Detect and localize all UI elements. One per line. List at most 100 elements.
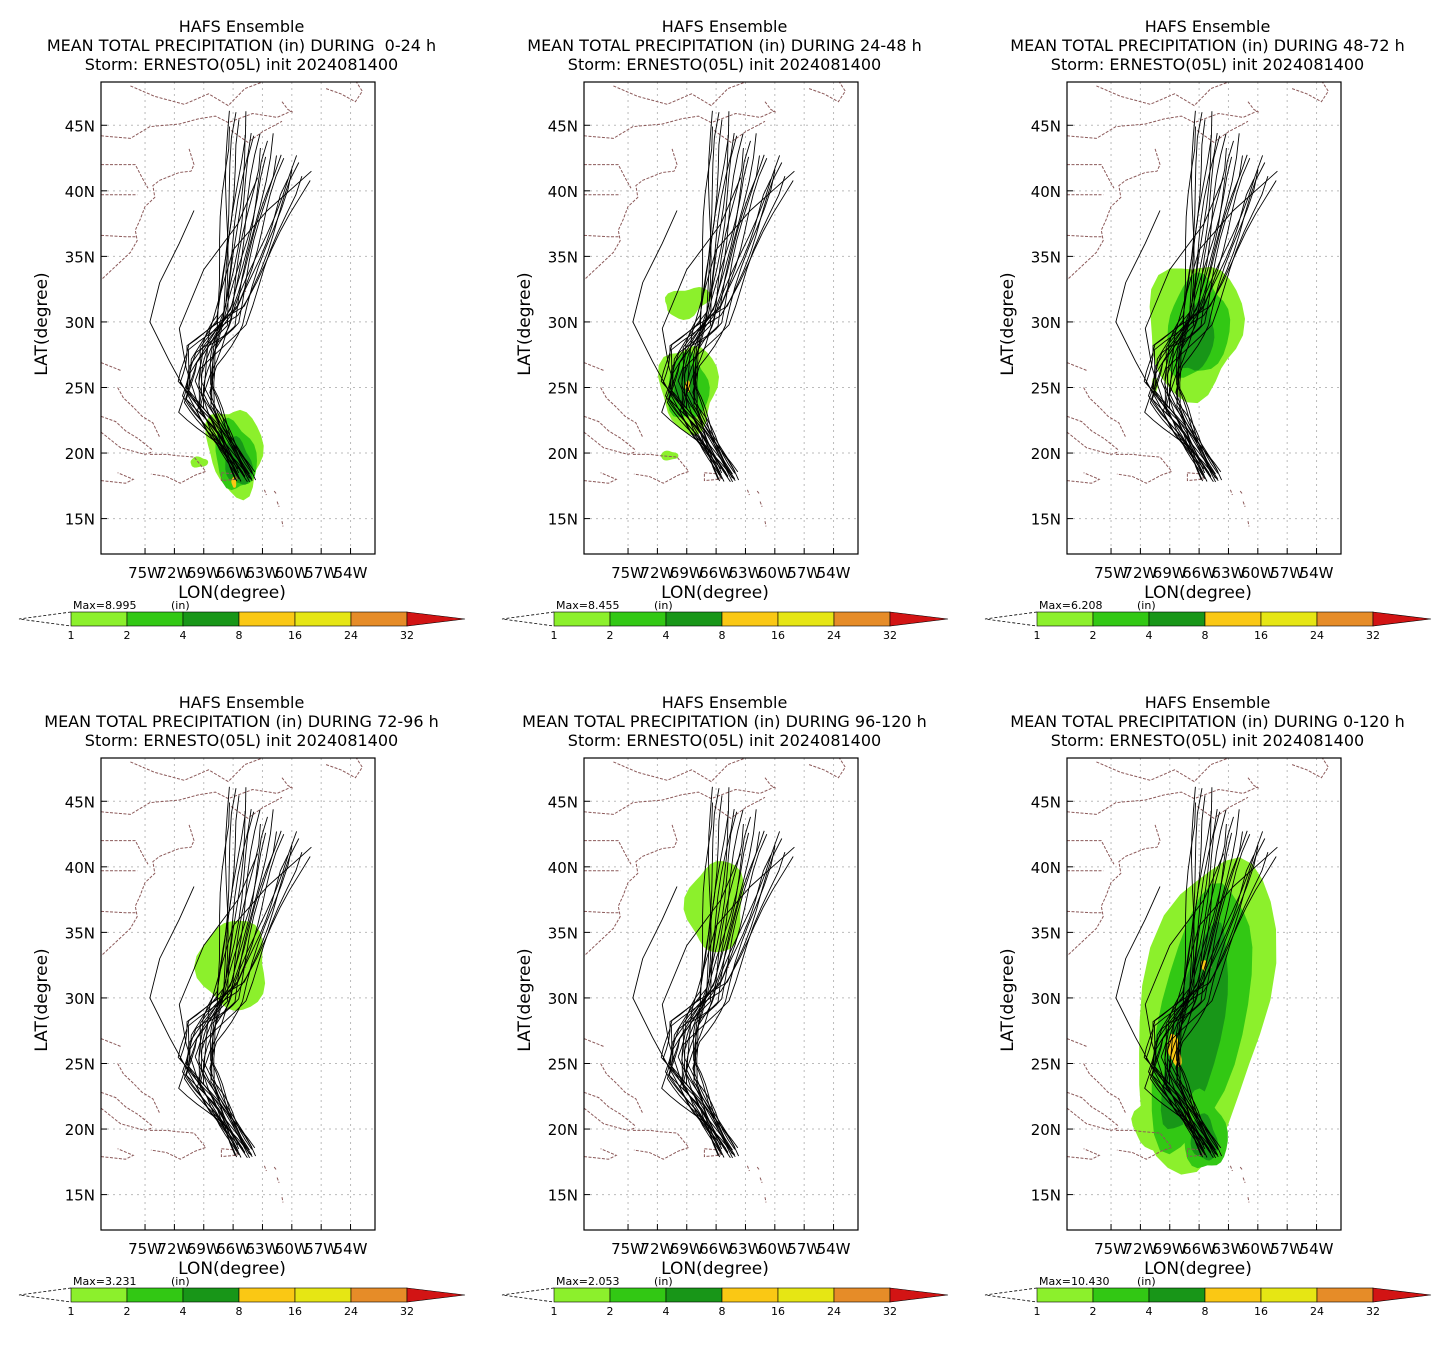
lat-tick-label: 25N: [1031, 1055, 1061, 1073]
x-axis-label: LON(degree): [1144, 1259, 1252, 1279]
ensemble-track: [1177, 823, 1227, 1155]
ensemble-track: [210, 169, 293, 474]
panel-storm-info: Storm: ERNESTO(05L) init 2024081400: [84, 55, 399, 74]
lat-tick-label: 15N: [548, 1187, 578, 1205]
ensemble-track: [1151, 180, 1277, 480]
ensemble-track: [1151, 856, 1277, 1156]
coastline: [1067, 110, 1259, 139]
ensemble-track: [1169, 846, 1278, 1152]
lat-tick-label: 40N: [548, 859, 578, 877]
colorbar-swatch: [1316, 611, 1374, 627]
coastline: [713, 796, 766, 819]
lon-tick-label: 75W: [611, 564, 645, 582]
lon-tick-label: 57W: [787, 564, 821, 582]
colorbar-swatch: [1148, 611, 1206, 627]
lon-tick-label: 72W: [1123, 564, 1157, 582]
coastline: [101, 1107, 154, 1131]
coastline: [1239, 490, 1243, 495]
coastline: [584, 1038, 604, 1047]
coastline: [584, 824, 678, 957]
coastline: [1096, 758, 1229, 783]
x-axis-label: LON(degree): [178, 583, 286, 603]
colorbar-level-label: 2: [607, 629, 614, 642]
ensemble-track: [668, 856, 794, 1156]
x-axis-label: LON(degree): [661, 583, 769, 603]
colorbar-low-cap: [18, 1287, 72, 1303]
panel-storm-info: Storm: ERNESTO(05L) init 2024081400: [1050, 731, 1365, 750]
ensemble-track: [668, 854, 772, 1158]
coastline: [149, 1129, 207, 1160]
colorbar-level-label: 1: [68, 1305, 75, 1318]
coastline: [632, 1129, 690, 1160]
lat-tick-label: 35N: [548, 924, 578, 942]
coastline: [584, 234, 620, 238]
coastline: [1067, 415, 1120, 451]
coastline: [117, 387, 161, 438]
ensemble-track: [210, 845, 293, 1150]
coastline: [584, 164, 632, 189]
ensemble-track: [682, 831, 781, 1153]
colorbar-swatch: [294, 1287, 352, 1303]
colorbar-level-label: 24: [827, 1305, 841, 1318]
ensemble-track: [1145, 162, 1266, 472]
colorbar-level-label: 1: [1034, 1305, 1041, 1318]
lon-tick-label: 66W: [699, 1240, 733, 1258]
colorbar-level-label: 2: [607, 1305, 614, 1318]
lon-tick-label: 63W: [246, 1240, 280, 1258]
x-axis-label: LON(degree): [661, 1259, 769, 1279]
ensemble-track: [211, 823, 261, 1155]
colorbar-level-label: 2: [1090, 629, 1097, 642]
colorbar-level-label: 4: [180, 629, 187, 642]
panel-title: HAFS Ensemble: [661, 17, 788, 36]
max-unit-label: (in): [1137, 599, 1156, 612]
ensemble-track: [182, 811, 255, 1152]
coastline: [1067, 1107, 1120, 1131]
panel-subtitle: MEAN TOTAL PRECIPITATION (in) DURING 72-…: [44, 712, 439, 731]
colorbar-low-cap: [984, 1287, 1038, 1303]
colorbar-level-label: 2: [124, 1305, 131, 1318]
coastline: [1291, 82, 1329, 103]
coastline: [263, 489, 267, 496]
colorbar-swatch: [1204, 1287, 1262, 1303]
lat-tick-label: 20N: [1031, 1121, 1061, 1139]
colorbar-high-cap: [406, 1287, 466, 1303]
coastline: [244, 290, 247, 293]
coastline: [1067, 1038, 1087, 1047]
ensemble-track: [198, 154, 282, 474]
coastline: [584, 431, 637, 455]
lon-tick-label: 54W: [817, 1240, 851, 1258]
lon-tick-label: 63W: [1212, 564, 1246, 582]
colorbar-high-cap: [1372, 611, 1432, 627]
colorbar-low-cap: [984, 611, 1038, 627]
ensemble-track: [1144, 177, 1225, 473]
ensemble-track: [662, 838, 783, 1148]
colorbar-level-label: 32: [400, 1305, 414, 1318]
coastline: [273, 1166, 277, 1171]
coastline: [584, 910, 620, 914]
coastline: [101, 110, 293, 139]
coastline: [1291, 758, 1329, 779]
precip-contour: [194, 920, 266, 1011]
coastline: [1067, 472, 1101, 484]
coastline: [1247, 521, 1250, 527]
coastline: [584, 1148, 618, 1160]
coastline: [130, 758, 263, 783]
colorbar-level-label: 16: [1254, 1305, 1268, 1318]
coastline: [1067, 362, 1087, 371]
ensemble-track: [662, 162, 783, 472]
coastline: [1115, 453, 1173, 484]
coastline: [281, 101, 294, 113]
coastline: [632, 453, 690, 484]
ensemble-track: [199, 155, 298, 477]
coastline: [584, 415, 637, 451]
coastline: [230, 796, 283, 819]
ensemble-track: [665, 135, 738, 476]
lat-tick-label: 35N: [65, 924, 95, 942]
max-value-label: Max=3.231: [73, 1275, 136, 1288]
max-value-label: Max=8.455: [556, 599, 619, 612]
y-axis-label: LAT(degree): [515, 948, 535, 1051]
colorbar-level-label: 8: [719, 1305, 726, 1318]
coastline: [281, 1197, 284, 1203]
lon-tick-label: 57W: [304, 564, 338, 582]
